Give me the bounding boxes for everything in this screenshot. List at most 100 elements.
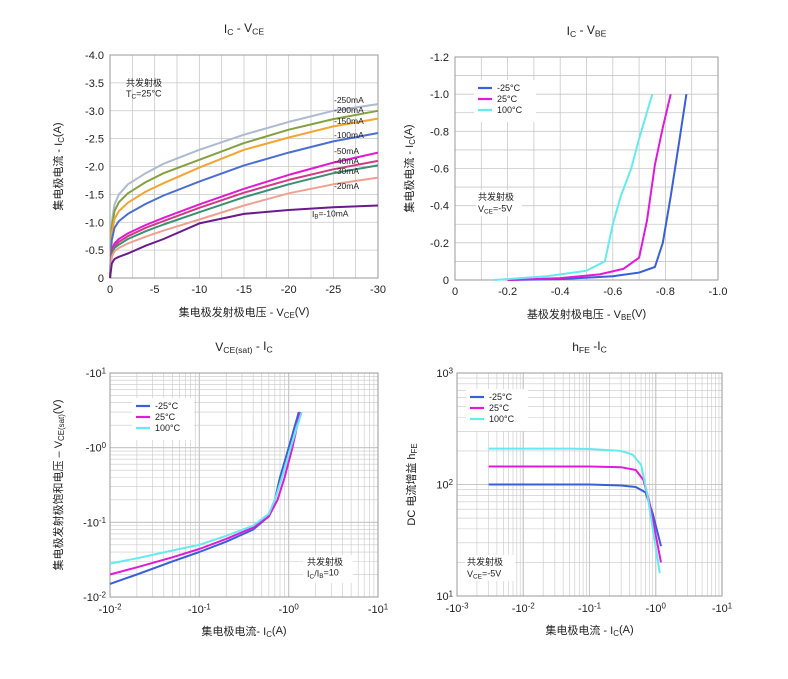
y-tick-label: -1.0	[430, 89, 449, 101]
y-tick-label: 103	[436, 366, 453, 380]
y-tick-label: -10-1	[83, 516, 107, 530]
y-tick-label: 102	[436, 478, 453, 492]
x-tick-label: -10	[191, 284, 207, 296]
x-tick-label: -0.6	[603, 286, 622, 298]
annotation: VCE=-5V	[467, 568, 501, 580]
legend-entry: -25°C	[489, 392, 513, 402]
annotation-box	[476, 190, 522, 216]
y-tick-label: -0.5	[85, 245, 104, 257]
x-axis-label: 集电极电流- IC(A)	[201, 624, 286, 639]
curve-label: -250mA	[334, 95, 364, 105]
curve-label: -200mA	[334, 105, 364, 115]
x-tick-label: -25	[325, 284, 341, 296]
legend-entry: 25°C	[497, 94, 518, 104]
x-tick-label: -5	[150, 284, 160, 296]
x-tick-label: -10-1	[188, 602, 212, 616]
curve-label: -100mA	[334, 130, 364, 140]
curve-label: -30mA	[334, 166, 359, 176]
chart-title: VCE(sat) - IC	[215, 339, 272, 355]
annotation-box	[303, 555, 353, 583]
y-tick-label: 0	[98, 273, 104, 285]
x-tick-label: -0.2	[498, 286, 517, 298]
x-tick-label: -100	[279, 602, 300, 616]
y-tick-label: -4.0	[85, 50, 104, 62]
chart-title: IC - VCE	[224, 21, 264, 37]
legend-entry: 25°C	[155, 412, 176, 422]
y-tick-label: -1.2	[430, 52, 449, 64]
series-line-2	[109, 411, 302, 576]
x-tick-label: -101	[368, 602, 389, 616]
series-line-2	[109, 109, 379, 279]
series-line-5	[109, 151, 379, 279]
plot-frame	[109, 54, 379, 279]
x-tick-label: 0	[107, 284, 113, 296]
plot-frame	[109, 372, 379, 598]
chart-ic_vbe: 0 -0.2 -0.4 -0.6 -0.8 -1.0 0 -0.2 -0.4 -0.6 -0.8 -1…	[430, 52, 727, 298]
series-line-3	[488, 447, 661, 574]
x-tick-label: -10-3	[446, 601, 470, 615]
x-axis-label: 基极发射极电压 - VBE(V)	[527, 307, 646, 322]
x-axis-label: 集电极发射极电压 - VCE(V)	[179, 305, 310, 320]
y-tick-label: -100	[86, 441, 107, 455]
series-line-3	[109, 117, 379, 279]
y-tick-label: -0.8	[430, 126, 449, 138]
series-line-9	[109, 204, 379, 279]
x-tick-label: -0.8	[656, 286, 675, 298]
y-axis-label: 集电极电流 - IC(A)	[402, 124, 417, 212]
series-line-7	[109, 164, 379, 279]
series-line-1	[109, 103, 379, 279]
y-tick-label: -0.2	[430, 238, 449, 250]
legend-entry: 100°C	[497, 105, 523, 115]
legend-entry: 100°C	[155, 423, 181, 433]
curve-label: -50mA	[334, 146, 359, 156]
x-tick-label: -10-2	[99, 602, 122, 616]
x-tick-label: -20	[281, 284, 297, 296]
annotation: 共发射极	[478, 191, 514, 202]
curve-label: -150mA	[334, 116, 364, 126]
annotation: TC=25°C	[126, 88, 162, 100]
y-axis-label: DC 电流增益 hFE	[404, 443, 419, 525]
y-tick-label: -2.0	[85, 162, 104, 174]
y-tick-label: -10-2	[83, 590, 106, 604]
legend-entry: -25°C	[497, 83, 521, 93]
annotation: 共发射极	[126, 77, 162, 88]
annotation: 共发射极	[467, 556, 503, 567]
curve-label: -20mA	[334, 181, 359, 191]
x-tick-label: -10-1	[578, 601, 602, 615]
x-tick-label: -100	[646, 601, 667, 615]
series-line-3	[494, 93, 654, 281]
annotation: 共发射极	[307, 556, 343, 567]
curve-label: -40mA	[334, 156, 359, 166]
x-tick-label: -30	[370, 284, 386, 296]
chart-title: hFE -IC	[572, 339, 607, 355]
x-tick-label: -10-2	[512, 601, 535, 615]
x-tick-label: -15	[236, 284, 252, 296]
y-tick-label: -0.4	[430, 201, 449, 213]
plot-frame	[454, 56, 719, 281]
x-axis-label: 集电极电流 - IC(A)	[545, 623, 633, 638]
y-tick-label: -0.6	[430, 164, 449, 176]
x-tick-label: -1.0	[709, 286, 728, 298]
curve-label: IB=-10mA	[312, 208, 349, 220]
y-tick-label: -3.5	[85, 78, 104, 90]
y-tick-label: -3.0	[85, 106, 104, 118]
annotation: IC/IB=10	[307, 568, 339, 581]
x-tick-label: -101	[712, 601, 733, 615]
series-line-1	[507, 94, 688, 281]
plot-frame	[456, 372, 723, 597]
series-line-2	[507, 93, 672, 281]
legend-entry: 100°C	[489, 414, 515, 424]
x-tick-label: 0	[452, 286, 458, 298]
legend-entry: 25°C	[489, 403, 510, 413]
annotation: VCE=-5V	[478, 203, 512, 215]
y-axis-label: 集电极电流 - IC(A)	[51, 122, 66, 210]
series-line-3	[109, 411, 303, 565]
series-line-8	[109, 176, 379, 279]
